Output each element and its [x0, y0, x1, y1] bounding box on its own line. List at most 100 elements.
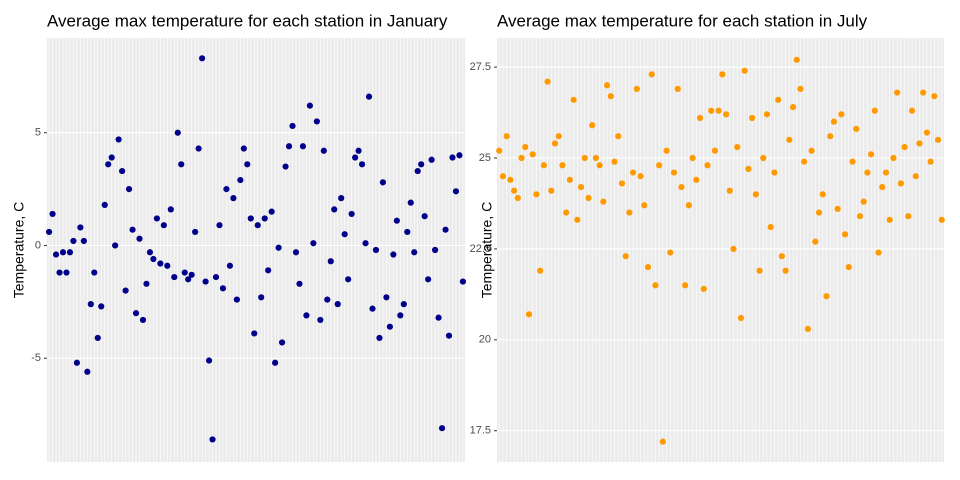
point [125, 186, 133, 193]
point [927, 158, 934, 165]
point [559, 162, 566, 169]
point [868, 151, 875, 158]
y-axis-label: Temperature, C [11, 202, 27, 298]
point [400, 301, 407, 308]
point [59, 249, 67, 256]
point [771, 169, 778, 176]
point [529, 151, 536, 158]
point [143, 280, 150, 287]
point [752, 191, 759, 198]
point [737, 314, 745, 322]
point [808, 147, 815, 154]
y-tick-label: 0 [35, 239, 41, 251]
point [306, 102, 314, 109]
point [313, 118, 320, 125]
point [334, 301, 341, 308]
point [890, 154, 897, 162]
point [938, 216, 945, 223]
point [871, 107, 878, 114]
point [251, 330, 258, 337]
point [685, 202, 692, 209]
point [320, 147, 327, 154]
point [801, 158, 808, 165]
point [916, 140, 923, 147]
point [153, 215, 160, 222]
point [585, 194, 592, 202]
point [285, 143, 293, 150]
point [129, 226, 136, 233]
point [233, 296, 240, 303]
point [886, 216, 893, 223]
point [789, 103, 797, 111]
point [700, 285, 707, 293]
point [265, 267, 272, 274]
point [819, 191, 826, 198]
point [132, 310, 140, 317]
point [555, 133, 562, 140]
point [715, 107, 722, 114]
point [77, 224, 84, 231]
point [244, 161, 251, 168]
point [91, 269, 98, 276]
point [897, 180, 904, 187]
point [745, 165, 752, 173]
point [372, 246, 380, 254]
point [875, 249, 882, 256]
point [782, 267, 789, 274]
y-tick-label: 20 [479, 334, 491, 346]
point [905, 213, 912, 220]
point [414, 167, 421, 175]
point [445, 332, 453, 339]
point [812, 238, 819, 245]
point [449, 154, 456, 161]
point [195, 145, 202, 152]
point [551, 140, 559, 147]
point [345, 276, 352, 283]
chart-title: Average max temperature for each station… [47, 11, 448, 30]
point [667, 249, 674, 256]
point [689, 154, 696, 162]
y-tick-label: 17.5 [470, 425, 491, 437]
point [431, 246, 439, 254]
point [386, 323, 393, 330]
point [338, 195, 345, 202]
point [205, 357, 213, 364]
point [45, 228, 53, 236]
point [421, 213, 428, 220]
point [358, 161, 366, 168]
point [678, 183, 685, 191]
y-axis-label: Temperature, C [479, 202, 495, 298]
point [379, 179, 387, 186]
y-tick-label: 22.5 [470, 243, 491, 255]
point [292, 249, 300, 256]
point [622, 253, 629, 260]
point [626, 209, 633, 216]
y-tick-label: 27.5 [470, 61, 491, 73]
point [767, 223, 774, 231]
point [663, 147, 670, 154]
point [823, 293, 830, 300]
point [66, 249, 74, 256]
point [659, 438, 666, 445]
point [581, 154, 588, 162]
point [763, 111, 771, 118]
point [254, 222, 261, 229]
point [682, 282, 689, 289]
point [376, 334, 383, 342]
point [157, 260, 164, 267]
point [275, 244, 282, 251]
point [393, 217, 400, 224]
point [522, 143, 529, 151]
point [282, 163, 289, 170]
point [730, 245, 737, 253]
point [435, 314, 442, 321]
point [641, 202, 648, 209]
point [425, 276, 432, 283]
point [719, 71, 726, 78]
chart-title: Average max temperature for each station… [497, 11, 868, 30]
point [923, 129, 930, 136]
point [63, 269, 70, 276]
point [171, 273, 178, 281]
point [56, 269, 63, 276]
